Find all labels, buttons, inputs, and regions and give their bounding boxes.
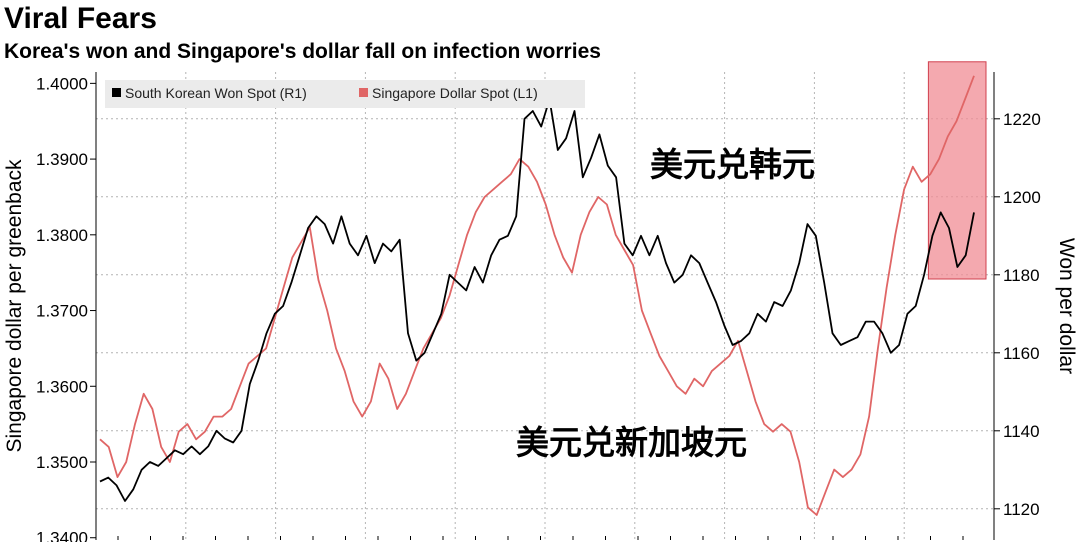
axis-layer: 1.4000 1.3900 1.3800 1.3700 1.3600 1.3500 1.34… [36,72,1041,542]
chart-subtitle: Korea's won and Singapore's dollar fall … [4,40,601,63]
y-tick-label-left: 1.3800 [36,226,88,245]
y-tick-label-right: 1140 [1003,422,1040,441]
y-tick-label-left: 1.3400 [36,529,88,542]
y-tick-label-left: 1.3600 [36,377,88,396]
grid-layer [96,72,994,540]
y-axis-title-left: Singapore dollar per greenback [3,159,26,453]
series-line [99,98,975,502]
legend: South Korean Won Spot (R1) Singapore Dol… [105,80,585,108]
legend-label-krw: South Korean Won Spot (R1) [125,85,307,101]
y-tick-label-right: 1200 [1003,188,1041,207]
highlight-box [927,61,987,280]
series-line [99,75,975,516]
legend-box [105,80,585,108]
y-tick-label-left: 1.3900 [36,150,88,169]
legend-label-sgd: Singapore Dollar Spot (L1) [372,85,538,101]
y-tick-label-left: 1.3500 [36,453,88,472]
annotation-usd-sgd: 美元兑新加坡元 [516,423,747,462]
y-tick-label-left: 1.3700 [36,302,88,321]
y-tick-label-right: 1120 [1003,500,1040,519]
y-tick-label-right: 1180 [1003,266,1040,285]
series-layer [99,75,975,516]
annotation-usd-krw: 美元兑韩元 [650,145,815,184]
y-tick-label-right: 1160 [1003,344,1040,363]
legend-swatch-krw [112,88,121,97]
legend-swatch-sgd [359,88,368,97]
highlight-layer [927,61,987,280]
y-tick-label-left: 1.4000 [36,74,88,93]
chart-title: Viral Fears [4,2,157,35]
y-axis-title-right: Won per dollar [1055,238,1078,374]
y-tick-label-right: 1220 [1003,110,1041,129]
